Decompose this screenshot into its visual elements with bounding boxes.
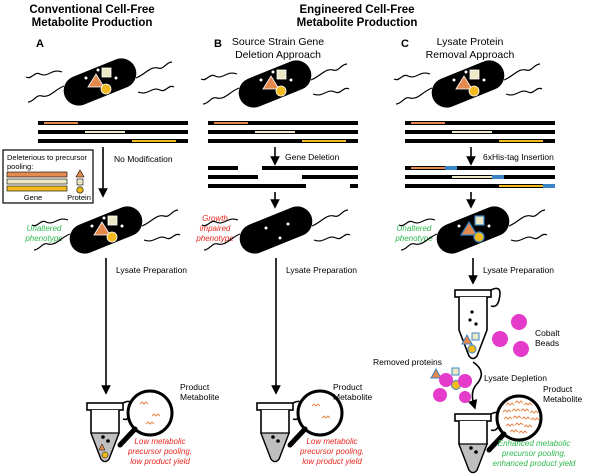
square-protein-icon [76,178,84,186]
cobalt-bead-group [492,314,529,357]
panel-a: A Deleterious to precursor pooling: Gene… [2,38,219,466]
panel-b-title-line2: Deletion Approach [235,49,321,61]
cobalt-bead-icon [433,388,447,402]
genome-lines [208,121,358,143]
panel-a-product-line1: Product [180,382,210,392]
microcentrifuge-tube-icon [86,400,133,463]
panel-b-title-line1: Source Strain Gene [232,36,324,48]
panel-c-step3-label: Lysate Depletion [484,373,547,383]
panel-c-outcome-line2: precursor pooling, [501,449,566,458]
header-engineered-line2: Metabolite Production [297,17,418,29]
panel-a-phenotype-line2: phenotype [24,234,63,243]
panel-b-outcome-line2: precursor pooling, [299,447,364,456]
tagged-genome-lines [405,166,555,188]
panel-a-phenotype-line1: Unaltered [27,224,62,233]
panel-a-product-line2: Metabolite [180,392,219,402]
microcentrifuge-tube-icon [454,287,501,360]
cobalt-bead-icon [492,331,508,347]
panel-a-outcome-line2: precursor pooling, [127,447,192,456]
panel-b-product-line2: Metabolite [333,392,372,402]
legend-gene-label: Gene [24,193,42,202]
panel-c-product-line1: Product [543,384,573,394]
header-conventional-line1: Conventional Cell-Free [29,4,154,16]
cobalt-bead-icon [459,391,471,403]
triangle-protein-icon [75,169,85,178]
panel-b-step2-label: Lysate Preparation [286,265,357,275]
panel-b-outcome-line1: Low metabolic [306,437,357,446]
legend-title-line1: Deleterious to precursor [7,153,88,162]
panel-b-step1-label: Gene Deletion [285,152,340,162]
panel-c-beads-line1: Cobalt [535,328,560,338]
cobalt-bead-icon [513,341,529,357]
panel-c-title-line1: Lysate Protein [437,36,504,48]
panel-c-letter: C [401,38,409,50]
panel-b-phenotype-line2: impaired [200,224,231,233]
bacterium-icon [200,55,350,113]
legend-gene-yellow [6,185,68,192]
genome-lines [38,121,188,143]
panel-c-removed-label: Removed proteins [373,357,442,367]
removed-proteins [430,367,472,403]
panel-c-phenotype-line2: phenotype [394,234,433,243]
panel-c-beads-line2: Beads [535,338,559,348]
panel-c-title-line2: Removal Approach [426,49,515,61]
genome-lines [405,121,555,143]
panel-c-outcome-line3: enhanced product yield [493,459,576,468]
panel-c-step1-label: 6xHis-tag Insertion [483,152,554,162]
panel-a-step1-label: No Modification [114,154,173,164]
cobalt-bead-icon [511,314,527,330]
cobalt-bead-icon [458,374,472,388]
panel-a-letter: A [36,38,44,50]
panel-c-outcome-line1: Enhanced metabolic [498,439,571,448]
panel-c-product-line2: Metabolite [543,394,582,404]
panel-b-outcome-line3: low product yield [302,457,362,466]
header-engineered-line1: Engineered Cell-Free [299,4,414,16]
cobalt-bead-icon [439,373,453,387]
panel-c-phenotype-line1: Unaltered [397,224,432,233]
deleted-genome-lines [208,166,358,188]
panel-b-product-line1: Product [333,382,363,392]
bacterium-icon [393,55,543,113]
panel-b: B Source Strain Gene Deletion Approach G… [195,36,372,466]
arrow-depletion [468,361,483,410]
panel-c-step2-label: Lysate Preparation [483,265,554,275]
legend-gene-orange [6,171,68,178]
panel-b-letter: B [214,38,222,50]
panel-c: C Lysate Protein Removal Approach 6xHis-… [373,36,582,474]
bacterium-icon [25,53,175,111]
header-conventional-line2: Metabolite Production [32,17,153,29]
panel-b-phenotype-line3: phenotype [195,234,234,243]
legend-gene-beige [6,178,68,185]
panel-a-step2-label: Lysate Preparation [116,265,187,275]
legend-protein-label: Protein [67,193,91,202]
panel-a-outcome-line3: low product yield [130,457,190,466]
legend-title-line2: pooling: [7,162,33,171]
circle-protein-icon [76,186,84,194]
legend-box: Deleterious to precursor pooling: Gene P… [2,149,94,204]
microcentrifuge-tube-icon [256,400,303,463]
panel-a-outcome-line1: Low metabolic [134,437,185,446]
panel-b-phenotype-line1: Growth [202,214,228,223]
